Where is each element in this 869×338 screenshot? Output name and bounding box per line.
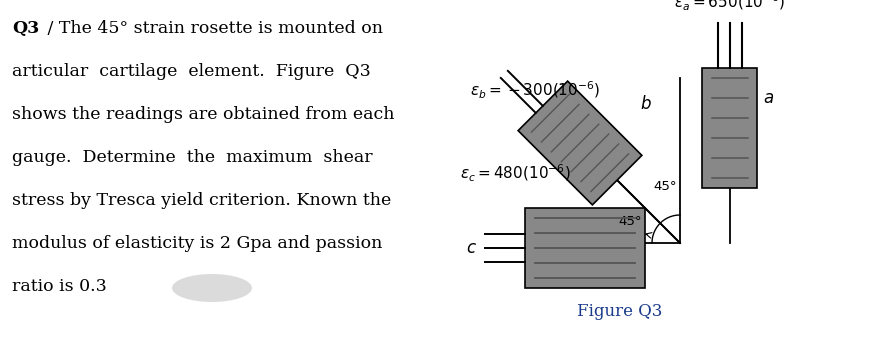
Polygon shape <box>518 81 641 205</box>
Text: $c$: $c$ <box>466 239 476 257</box>
Text: gauge.  Determine  the  maximum  shear: gauge. Determine the maximum shear <box>12 149 372 166</box>
Text: $a$: $a$ <box>763 89 773 107</box>
Text: articular  cartilage  element.  Figure  Q3: articular cartilage element. Figure Q3 <box>12 63 370 80</box>
Text: modulus of elasticity is 2 Gpa and passion: modulus of elasticity is 2 Gpa and passi… <box>12 235 382 252</box>
Text: ratio is 0.3: ratio is 0.3 <box>12 278 107 295</box>
Text: $b$: $b$ <box>640 95 651 113</box>
Text: Q3: Q3 <box>12 20 39 37</box>
Text: shows the readings are obtained from each: shows the readings are obtained from eac… <box>12 106 394 123</box>
Ellipse shape <box>172 274 252 302</box>
Text: 45°: 45° <box>618 215 641 228</box>
Text: 45°: 45° <box>653 180 676 193</box>
Text: $\epsilon_c = 480(10^{-6})$: $\epsilon_c = 480(10^{-6})$ <box>460 163 570 184</box>
Text: $\epsilon_a = 650(10^{-6})$: $\epsilon_a = 650(10^{-6})$ <box>673 0 785 13</box>
Text: stress by Tresca yield criterion. Known the: stress by Tresca yield criterion. Known … <box>12 192 391 209</box>
Text: $\epsilon_b = -300(10^{-6})$: $\epsilon_b = -300(10^{-6})$ <box>469 79 600 100</box>
Text: / The 45° strain rosette is mounted on: / The 45° strain rosette is mounted on <box>42 20 382 37</box>
Bar <box>524 208 644 288</box>
Text: Figure Q3: Figure Q3 <box>577 303 662 320</box>
Bar <box>701 68 757 188</box>
